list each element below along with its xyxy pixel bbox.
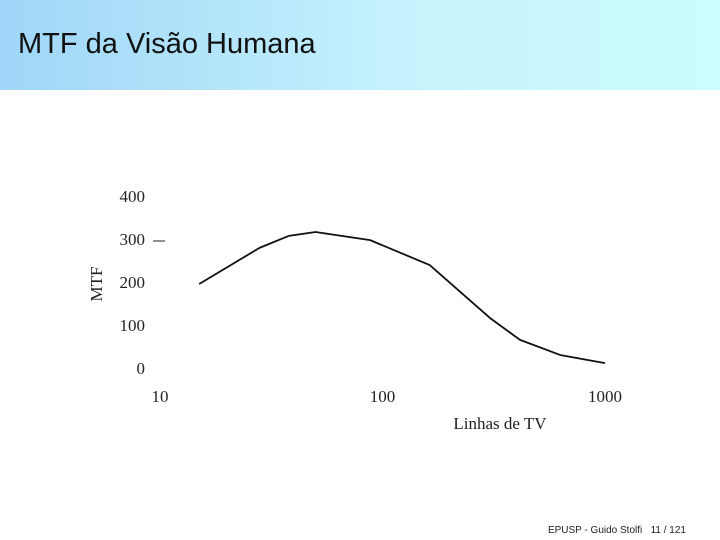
y-tick-label: 400 bbox=[120, 187, 146, 206]
x-axis-label: Linhas de TV bbox=[453, 414, 547, 433]
y-tick-label: 100 bbox=[120, 316, 146, 335]
header: MTF da Visão Humana bbox=[0, 0, 720, 90]
slide-title: MTF da Visão Humana bbox=[18, 28, 316, 60]
footer: EPUSP - Guido Stolfi 11 / 121 bbox=[548, 525, 686, 536]
mtf-curve bbox=[198, 231, 606, 365]
x-tick-label: 10 bbox=[152, 387, 169, 406]
y-tick-label: 200 bbox=[120, 273, 146, 292]
y-tick-label: 0 bbox=[137, 359, 146, 378]
page-number: 11 / 121 bbox=[650, 525, 686, 536]
y-tick-label: 300 bbox=[120, 230, 146, 249]
x-tick-label: 1000 bbox=[588, 387, 622, 406]
y-axis-label: MTF bbox=[87, 267, 106, 302]
x-tick-label: 100 bbox=[370, 387, 396, 406]
footer-author: EPUSP - Guido Stolfi bbox=[547, 525, 643, 536]
